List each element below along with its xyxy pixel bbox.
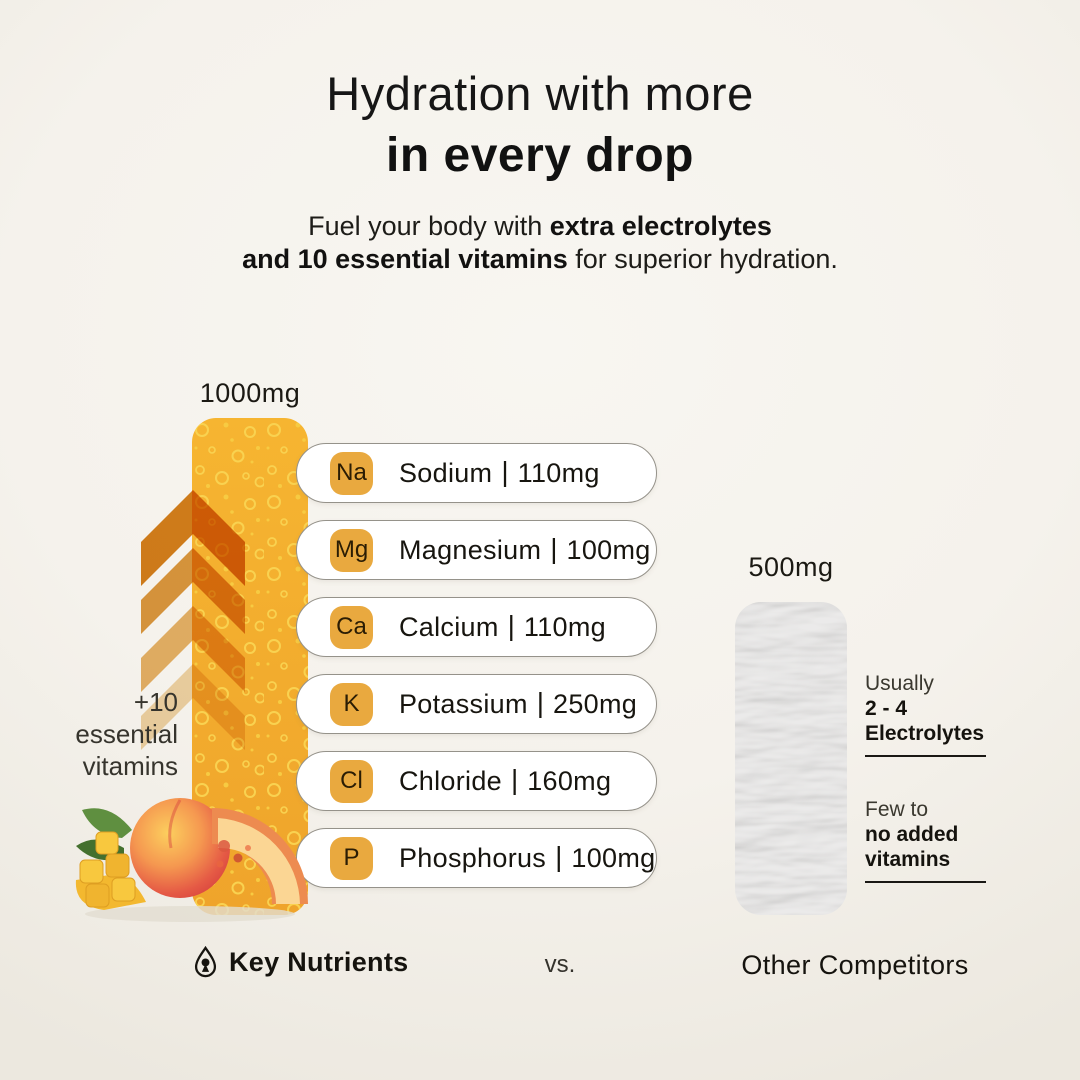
subtitle-line2-bold: and 10 essential vitamins: [242, 244, 568, 274]
separator: |: [501, 456, 509, 487]
page-title-line2: in every drop: [386, 129, 694, 182]
element-symbol-badge: Mg: [330, 528, 373, 572]
element-symbol-badge: Cl: [330, 759, 373, 803]
divider: [865, 755, 986, 757]
electrolyte-amount: 100mg: [566, 534, 651, 565]
element-symbol-badge: Ca: [330, 605, 373, 649]
note-regular: Usually: [865, 672, 934, 695]
electrolyte-pill-magnesium: Mg Magnesium | 100mg: [296, 520, 657, 580]
note-bold: no added vitamins: [865, 823, 959, 871]
electrolyte-name: Calcium: [399, 611, 499, 642]
electrolyte-name: Chloride: [399, 765, 502, 796]
competitor-note-vitamins: Few to no added vitamins: [865, 797, 995, 883]
separator: |: [507, 610, 515, 641]
droplet-keyhole-logo-icon: [194, 946, 217, 978]
subtitle-line1: Fuel your body with extra electrolytes: [0, 210, 1080, 243]
vs-label: vs.: [544, 951, 576, 978]
note-regular: Few to: [865, 798, 929, 821]
key-nutrients-amount-label: 1000mg: [199, 378, 301, 408]
electrolyte-pill-sodium: Na Sodium | 110mg: [296, 443, 657, 503]
element-symbol-badge: P: [330, 836, 373, 880]
subtitle-line2-regular: for superior hydration.: [567, 244, 838, 274]
brand-lockup: Key Nutrients: [193, 946, 408, 978]
note-bold: 2 - 4 Electrolytes: [865, 697, 985, 745]
separator: |: [550, 533, 558, 564]
separator: |: [510, 764, 519, 795]
subtitle-line1-bold: extra electrolytes: [549, 211, 772, 241]
competitor-name: Other Competitors: [741, 950, 969, 980]
electrolyte-name: Potassium: [399, 688, 528, 719]
subtitle-line2: and 10 essential vitamins for superior h…: [0, 243, 1080, 276]
competitor-note-electrolytes: Usually 2 - 4 Electrolytes: [865, 671, 995, 757]
electrolyte-pill-phosphorus: P Phosphorus | 100mg: [296, 828, 657, 888]
divider: [865, 881, 986, 883]
competitor-amount-label: 500mg: [748, 552, 834, 582]
subtitle: Fuel your body with extra electrolytes a…: [0, 210, 1080, 276]
electrolyte-amount: 250mg: [553, 688, 638, 719]
electrolyte-amount: 160mg: [527, 765, 612, 796]
separator: |: [555, 841, 563, 872]
page-title-line1: Hydration with more: [326, 67, 754, 120]
electrolyte-name: Magnesium: [399, 534, 542, 565]
up-arrows-icon: [141, 490, 245, 750]
subtitle-line1-regular: Fuel your body with: [308, 211, 550, 241]
electrolyte-pill-chloride: Cl Chloride | 160mg: [296, 751, 657, 811]
element-symbol-badge: Na: [330, 451, 373, 495]
electrolyte-amount: 110mg: [517, 457, 600, 488]
electrolyte-name: Phosphorus: [399, 842, 547, 873]
separator: |: [536, 687, 545, 718]
competitor-bar: [735, 602, 847, 915]
vitamins-note: +10 essential vitamins: [75, 687, 178, 781]
electrolyte-amount: 100mg: [571, 842, 656, 873]
electrolyte-pill-calcium: Ca Calcium | 110mg: [296, 597, 657, 657]
element-symbol-badge: K: [330, 682, 373, 726]
brand-name: Key Nutrients: [229, 946, 409, 977]
electrolyte-pill-potassium: K Potassium | 250mg: [296, 674, 657, 734]
electrolyte-name: Sodium: [399, 457, 493, 488]
peach-mango-image: [75, 798, 308, 922]
electrolyte-amount: 110mg: [523, 611, 606, 642]
